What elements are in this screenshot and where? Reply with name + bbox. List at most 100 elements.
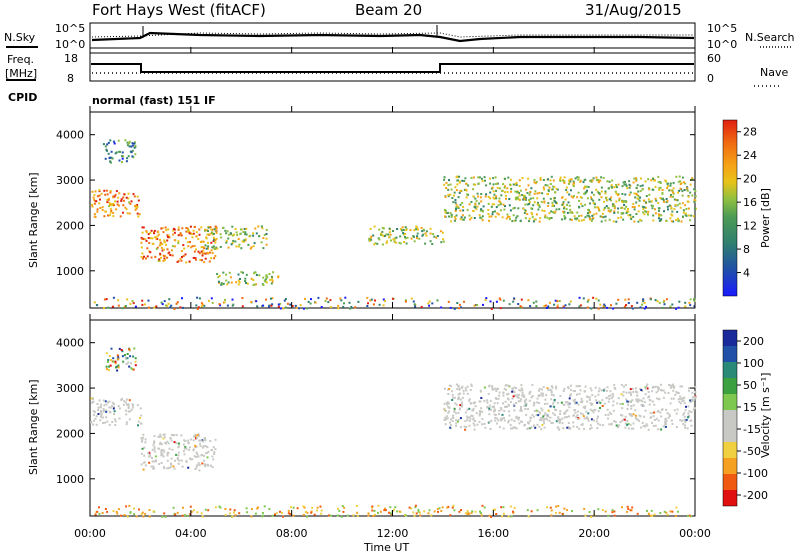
velocity-pixel <box>589 402 592 405</box>
velocity-pixel <box>199 442 202 445</box>
power-pixel <box>457 205 460 208</box>
velocity-pixel <box>261 515 264 518</box>
power-pixel <box>114 193 117 196</box>
velocity-pixel <box>313 513 316 516</box>
velocity-pixel <box>198 469 201 472</box>
velocity-pixel <box>558 511 561 514</box>
velocity-pixel <box>502 392 505 395</box>
power-pixel <box>155 237 158 240</box>
velocity-pixel <box>522 394 525 397</box>
power-pixel <box>666 187 669 190</box>
power-pixel <box>125 208 128 211</box>
power-pixel <box>409 229 412 232</box>
velocity-pixel <box>109 364 112 367</box>
power-pixel <box>622 218 625 221</box>
power-pixel <box>469 218 472 221</box>
velocity-pixel <box>479 389 482 392</box>
power-pixel <box>574 217 577 220</box>
power-pixel <box>481 215 484 218</box>
power-pixel <box>607 209 610 212</box>
velocity-pixel <box>484 426 487 429</box>
power-pixel <box>232 239 235 242</box>
velocity-pixel <box>582 415 585 418</box>
power-pixel <box>509 218 511 221</box>
velocity-pixel <box>612 395 615 398</box>
velocity-pixel <box>306 511 309 514</box>
power-pixel <box>463 300 465 303</box>
power-pixel <box>325 297 328 300</box>
velocity-pixel <box>629 423 632 426</box>
velocity-pixel <box>120 349 123 351</box>
velocity-pixel <box>170 457 173 460</box>
velocity-pixel <box>546 506 548 509</box>
velocity-pixel <box>566 426 569 429</box>
power-pixel <box>109 161 112 164</box>
velocity-pixel <box>417 508 420 511</box>
velocity-pixel <box>191 458 194 461</box>
velocity-pixel <box>620 383 623 386</box>
power-pixel <box>489 300 492 303</box>
power-pixel <box>479 196 482 199</box>
power-pixel <box>208 299 210 302</box>
velocity-pixel <box>670 397 673 400</box>
power-pixel <box>370 235 373 238</box>
velocity-pixel <box>611 393 614 395</box>
power-pixel <box>551 201 554 204</box>
power-pixel <box>554 299 557 302</box>
power-pixel <box>582 297 585 300</box>
velocity-cbar-segment <box>723 442 737 458</box>
velocity-pixel <box>550 509 553 512</box>
velocity-pixel <box>625 391 628 394</box>
velocity-pixel <box>389 506 392 509</box>
velocity-pixel <box>690 411 693 413</box>
power-pixel <box>166 234 169 237</box>
velocity-pixel <box>92 410 95 413</box>
velocity-pixel <box>209 440 212 442</box>
power-pixel <box>610 209 613 212</box>
power-pixel <box>681 190 684 193</box>
power-pixel <box>401 226 404 229</box>
power-pixel <box>672 220 675 223</box>
power-pixel <box>126 212 129 215</box>
power-pixel <box>660 214 663 217</box>
power-pixel <box>613 211 616 214</box>
power-pixel <box>404 299 407 302</box>
power-pixel <box>625 212 628 214</box>
power-pixel <box>693 298 695 301</box>
velocity-pixel <box>590 389 593 392</box>
power-pixel <box>428 304 431 307</box>
power-pixel <box>616 186 618 189</box>
velocity-pixel <box>449 426 452 429</box>
velocity-pixel <box>630 509 633 512</box>
velocity-pixel <box>654 424 657 427</box>
velocity-pixel <box>118 407 121 410</box>
power-pixel <box>141 303 144 306</box>
velocity-pixel <box>211 449 213 451</box>
power-pixel <box>422 228 425 231</box>
power-pixel <box>135 204 138 207</box>
power-pixel <box>553 303 556 306</box>
velocity-pixel <box>428 509 431 512</box>
velocity-pixel <box>669 402 672 405</box>
power-pixel <box>679 183 682 186</box>
velocity-pixel <box>149 453 151 456</box>
velocity-pixel <box>320 512 323 515</box>
power-pixel <box>677 217 679 220</box>
power-pixel <box>195 235 198 238</box>
x-tick-label: 00:00 <box>679 527 711 540</box>
velocity-pixel <box>646 424 649 427</box>
power-pixel <box>623 305 626 308</box>
velocity-pixel <box>587 419 590 422</box>
power-pixel <box>96 195 99 198</box>
power-pixel <box>691 194 694 197</box>
velocity-pixel <box>614 387 617 390</box>
power-pixel <box>569 208 572 211</box>
velocity-pixel <box>451 416 454 419</box>
velocity-pixel <box>182 450 185 453</box>
power-pixel <box>665 198 668 200</box>
velocity-pixel <box>125 363 128 365</box>
velocity-pixel <box>169 466 172 469</box>
velocity-pixel <box>93 411 96 414</box>
power-pixel <box>244 238 247 241</box>
